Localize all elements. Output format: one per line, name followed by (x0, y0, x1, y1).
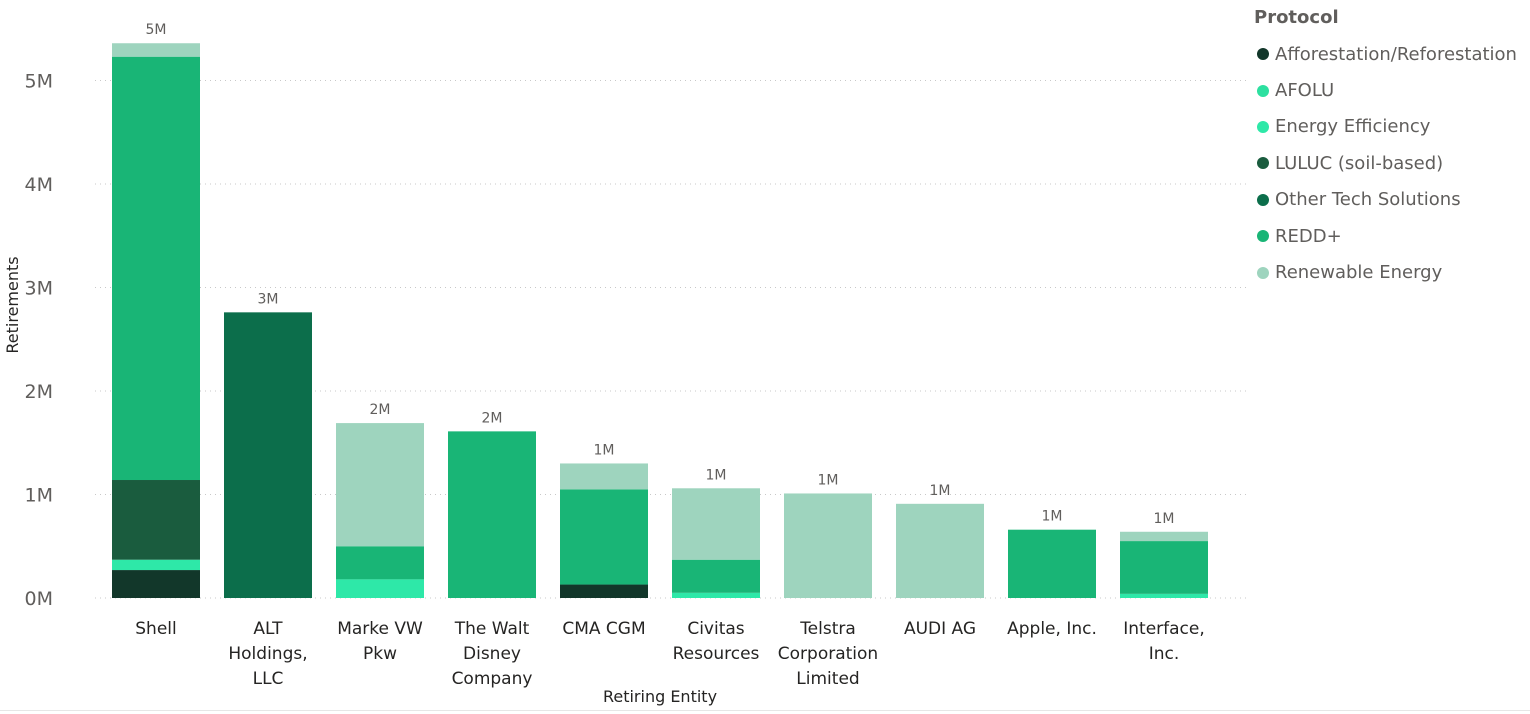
y-axis-title: Retirements (3, 256, 22, 353)
bar-segment[interactable] (112, 570, 200, 598)
legend-label: REDD+ (1275, 225, 1342, 247)
bar-stack[interactable] (784, 493, 872, 598)
y-tick-label: 4M (25, 174, 53, 196)
bar-stack[interactable] (112, 43, 200, 598)
legend: Protocol Afforestation/Reforestation AFOL… (1254, 6, 1526, 291)
legend-marker (1257, 48, 1269, 61)
bar-segment[interactable] (1120, 531, 1208, 542)
bar-segment[interactable] (336, 546, 424, 580)
bar-segment[interactable] (112, 559, 200, 571)
y-tick-label: 2M (25, 381, 53, 403)
bar-segment[interactable] (112, 56, 200, 481)
x-tick-label: CMA CGM (562, 619, 645, 639)
legend-marker (1257, 266, 1269, 279)
legend-marker (1257, 193, 1269, 206)
legend-items: Afforestation/Reforestation AFOLU Energy E… (1254, 36, 1526, 291)
x-tick-label: Civitas Resources (673, 619, 760, 664)
legend-label: Afforestation/Reforestation (1275, 43, 1517, 65)
legend-label: LULUC (soil-based) (1275, 152, 1444, 174)
bar-segment[interactable] (336, 579, 424, 598)
x-tick-label: Apple, Inc. (1007, 619, 1097, 639)
bar-segment[interactable] (560, 463, 648, 490)
bar-segment[interactable] (112, 43, 200, 57)
bar-segment[interactable] (1120, 541, 1208, 594)
legend-item[interactable]: Afforestation/Reforestation (1254, 36, 1526, 72)
legend-label: AFOLU (1275, 80, 1335, 102)
bar-segment[interactable] (112, 480, 200, 560)
bar-segment[interactable] (560, 489, 648, 585)
legend-item[interactable]: REDD+ (1254, 218, 1526, 254)
bar-segment[interactable] (672, 488, 760, 560)
bar-stack[interactable] (560, 463, 648, 598)
bar-stack[interactable] (672, 488, 760, 598)
x-tick-label: Interface, Inc. (1123, 619, 1205, 664)
bar-total-label: 2M (370, 402, 391, 418)
x-tick-label: The Walt Disney Company (452, 619, 533, 689)
x-tick-label: Telstra Corporation Limited (778, 619, 878, 689)
bars (112, 43, 1208, 598)
bar-segment[interactable] (1120, 593, 1208, 598)
legend-item[interactable]: Other Tech Solutions (1254, 182, 1526, 218)
legend-marker (1257, 120, 1269, 133)
bar-segment[interactable] (672, 559, 760, 593)
bar-stack[interactable] (448, 431, 536, 598)
y-tick-label: 0M (25, 588, 53, 610)
bar-total-label: 2M (482, 410, 503, 426)
y-axis-ticks: 0M 1M 2M 3M 4M 5M (25, 71, 53, 611)
bar-segment[interactable] (336, 423, 424, 547)
bar-total-label: 1M (930, 483, 951, 499)
x-axis-category-labels: Shell ALT Holdings, LLC Marke VW Pkw The Walt D… (135, 619, 1205, 689)
y-tick-label: 5M (25, 71, 53, 93)
bar-segment[interactable] (448, 431, 536, 598)
stacked-bar-chart: 0M 1M 2M 3M 4M 5M 5M 3M 2M 2M 1M 1M 1M 1M 1M 1M Shell A… (3, 22, 1250, 706)
bar-segment[interactable] (784, 493, 872, 598)
bar-total-label: 5M (146, 22, 167, 38)
legend-label: Other Tech Solutions (1275, 189, 1461, 211)
bottom-divider (0, 710, 1530, 711)
bar-segment[interactable] (896, 503, 984, 598)
y-tick-label: 3M (25, 278, 53, 300)
bar-total-label: 1M (818, 472, 839, 488)
bar-total-label: 1M (1042, 509, 1063, 525)
bar-total-label: 1M (594, 442, 615, 458)
bar-segment[interactable] (672, 592, 760, 598)
bar-segment[interactable] (224, 312, 312, 598)
bar-total-label: 1M (1154, 511, 1175, 527)
bar-stack[interactable] (1120, 531, 1208, 598)
legend-label: Energy Efficiency (1275, 116, 1431, 138)
bar-stack[interactable] (224, 312, 312, 598)
bar-segment[interactable] (560, 584, 648, 598)
x-tick-label: ALT Holdings, LLC (228, 619, 307, 689)
legend-marker (1257, 157, 1269, 170)
legend-item[interactable]: LULUC (soil-based) (1254, 145, 1526, 181)
legend-item[interactable]: Renewable Energy (1254, 254, 1526, 290)
x-axis-title: Retiring Entity (603, 687, 717, 706)
x-tick-label: Shell (135, 619, 176, 639)
x-tick-label: Marke VW Pkw (337, 619, 423, 664)
bar-total-label: 3M (258, 291, 279, 307)
legend-title: Protocol (1254, 7, 1339, 28)
bar-segment[interactable] (1008, 529, 1096, 598)
legend-marker (1257, 84, 1269, 97)
bar-stack[interactable] (336, 423, 424, 598)
legend-label: Renewable Energy (1275, 262, 1443, 284)
legend-marker (1257, 230, 1269, 243)
legend-item[interactable]: AFOLU (1254, 72, 1526, 108)
bar-total-labels: 5M 3M 2M 2M 1M 1M 1M 1M 1M 1M (146, 22, 1175, 527)
legend-item[interactable]: Energy Efficiency (1254, 109, 1526, 145)
bar-stack[interactable] (896, 503, 984, 598)
y-tick-label: 1M (25, 485, 53, 507)
bar-stack[interactable] (1008, 529, 1096, 598)
bar-total-label: 1M (706, 467, 727, 483)
x-tick-label: AUDI AG (904, 619, 976, 639)
